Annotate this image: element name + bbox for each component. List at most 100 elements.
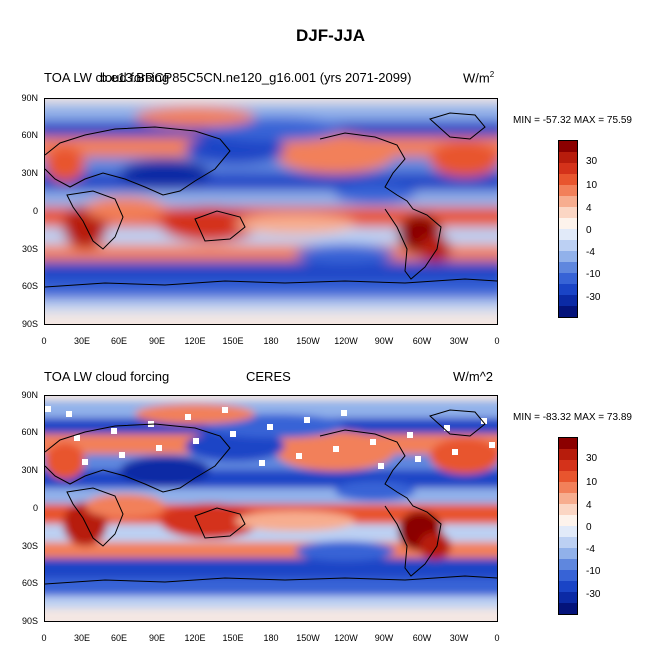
lon-label: 90W [374,336,394,346]
panel-left-title: TOA LW cloud forcing [44,369,170,384]
colorbar-swatch [559,592,577,603]
colorbar-swatch [559,163,577,174]
colorbar-swatch [559,515,577,526]
lon-label: 60W [412,336,432,346]
lon-label: 180 [263,633,279,643]
lon-label: 0 [494,336,500,346]
colorbar-swatch [559,218,577,229]
panel-units: W/m^2 [453,369,493,384]
colorbar-swatch [559,295,577,306]
lat-label: 60N [21,427,38,437]
colorbar-swatch [559,570,577,581]
colorbar-swatch [559,240,577,251]
lat-label: 30N [21,168,38,178]
lon-label: 0 [494,633,500,643]
colorbar-swatch [559,438,577,449]
colorbar-label: 0 [586,225,592,236]
colorbar-swatch [559,581,577,592]
lon-label: 150W [296,336,320,346]
lat-label: 0 [32,503,38,513]
lat-label: 30S [21,244,38,254]
lon-label: 120W [334,633,358,643]
panel-top: TOA LW cloud forcing b.e13.BRCP85C5CN.ne… [0,70,661,370]
colorbar [558,140,578,318]
lon-label: 120W [334,336,358,346]
colorbar-swatch [559,482,577,493]
colorbar-swatch [559,449,577,460]
colorbar-label: -10 [586,269,601,280]
lon-label: 60E [110,336,127,346]
colorbar-swatch [559,152,577,163]
lat-label: 90S [21,319,38,329]
lat-label: 60S [21,578,38,588]
map-top [44,98,498,325]
colorbar-label: -10 [586,566,601,577]
colorbar-swatch [559,504,577,515]
colorbar-swatch [559,273,577,284]
colorbar-swatch [559,196,577,207]
lat-label: 90N [21,390,38,400]
lon-label: 120E [184,633,206,643]
lat-label: 0 [32,206,38,216]
lon-label: 120E [184,336,206,346]
panel-center-title: CERES [246,369,291,384]
colorbar-swatch [559,229,577,240]
lat-label: 30N [21,465,38,475]
colorbar-swatch [559,548,577,559]
colorbar-swatch [559,493,577,504]
lon-label: 0 [41,633,47,643]
lon-label: 60W [412,633,432,643]
colorbar-swatch [559,537,577,548]
lon-label: 180 [263,336,279,346]
colorbar-swatch [559,141,577,152]
lon-label: 30W [449,336,469,346]
colorbar-label: -4 [586,544,595,555]
lon-label: 90W [374,633,394,643]
colorbar-label: 30 [586,453,598,464]
lon-label: 90E [148,633,165,643]
lon-label: 30E [73,336,90,346]
colorbar-swatch [559,284,577,295]
colorbar-swatch [559,174,577,185]
panel-left-title: TOA LW cloud forcing [44,70,170,85]
colorbar-label: 0 [586,522,592,533]
colorbar-swatch [559,306,577,317]
lat-label: 30S [21,541,38,551]
panel-bottom: TOA LW cloud forcing CERES W/m^2 90N 60N… [0,367,661,667]
colorbar-label: -30 [586,292,601,303]
units-base: W/m [463,70,490,86]
colorbar-swatch [559,262,577,273]
lon-label: 30W [449,633,469,643]
units-superscript: 2 [489,70,495,79]
colorbar [558,437,578,615]
colorbar-label: 30 [586,156,598,167]
lat-label: 90N [21,93,38,103]
min-max-stats: MIN = -57.32 MAX = 75.59 [513,115,632,126]
colorbar-swatch [559,471,577,482]
panel-units: W/m2 [463,70,494,85]
lat-label: 60N [21,130,38,140]
colorbar-swatch [559,526,577,537]
lon-label: 90E [148,336,165,346]
colorbar-swatch [559,559,577,570]
lon-label: 150W [296,633,320,643]
lon-label: 0 [41,336,47,346]
colorbar-label: 4 [586,500,592,511]
units-base: W/m^2 [453,369,494,384]
lat-label: 90S [21,616,38,626]
colorbar-swatch [559,603,577,614]
colorbar-swatch [559,207,577,218]
panel-center-title: b.e13.BRCP85C5CN.ne120_g16.001 (yrs 2071… [100,70,412,85]
colorbar-label: 4 [586,203,592,214]
map-bottom [44,395,498,622]
colorbar-swatch [559,251,577,262]
lon-label: 60E [110,633,127,643]
lon-label: 150E [222,336,244,346]
colorbar-swatch [559,460,577,471]
colorbar-label: 10 [586,180,598,191]
lon-label: 150E [222,633,244,643]
field-map [45,396,497,621]
colorbar-label: -4 [586,247,595,258]
colorbar-swatch [559,185,577,196]
figure-title: DJF-JJA [296,26,365,45]
